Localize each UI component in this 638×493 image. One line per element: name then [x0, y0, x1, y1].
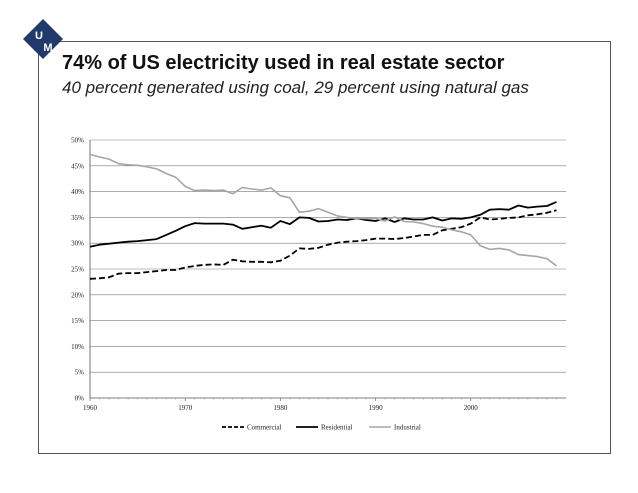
series-line-residential: [89, 201, 557, 248]
y-tick-label: 50%: [71, 137, 84, 145]
series-line-industrial: [89, 153, 557, 267]
legend-label-commercial: Commercial: [247, 424, 282, 432]
y-tick-label: 15%: [71, 317, 84, 325]
x-tick-label: 1970: [178, 404, 193, 412]
y-tick-label: 30%: [71, 240, 84, 248]
y-tick-label: 25%: [71, 266, 84, 274]
legend-label-industrial: Industrial: [394, 424, 421, 432]
x-tick-label: 2000: [464, 404, 479, 412]
series-line-commercial: [89, 209, 557, 280]
y-tick-label: 40%: [71, 188, 84, 196]
y-tick-label: 5%: [75, 369, 85, 377]
x-tick-label: 1960: [83, 404, 98, 412]
legend-label-residential: Residential: [321, 424, 353, 432]
y-tick-label: 0%: [75, 395, 85, 403]
y-tick-label: 35%: [71, 214, 84, 222]
slide-title: 74% of US electricity used in real estat…: [62, 52, 505, 74]
y-tick-label: 45%: [71, 162, 84, 170]
y-tick-label: 10%: [71, 343, 84, 351]
logo-diamond: [23, 19, 63, 59]
slide-frame: [38, 41, 611, 454]
x-tick-label: 1990: [369, 404, 384, 412]
logo-letter-m: M: [43, 42, 52, 54]
um-logo: U M: [23, 19, 63, 59]
logo-letter-u: U: [35, 30, 43, 42]
y-tick-label: 20%: [71, 291, 84, 299]
slide-subtitle: 40 percent generated using coal, 29 perc…: [62, 78, 529, 97]
x-tick-label: 1980: [273, 404, 288, 412]
